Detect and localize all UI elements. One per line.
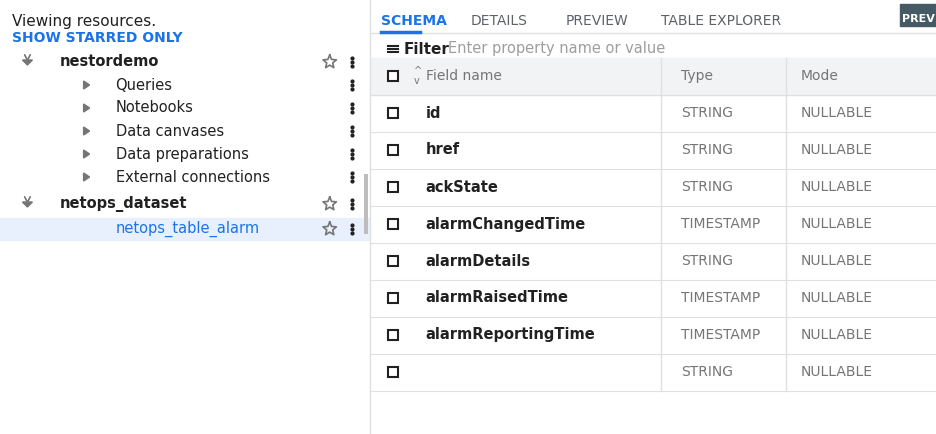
- Bar: [371, 132, 936, 168]
- Text: nestordemo: nestordemo: [60, 55, 159, 69]
- Bar: [388, 330, 398, 340]
- Text: Queries: Queries: [116, 78, 172, 92]
- Text: alarmChangedTime: alarmChangedTime: [426, 217, 586, 231]
- Bar: [388, 145, 398, 155]
- Bar: [388, 108, 398, 118]
- Text: alarmReportingTime: alarmReportingTime: [426, 328, 595, 342]
- Polygon shape: [22, 202, 33, 207]
- Text: NULLABLE: NULLABLE: [800, 291, 872, 305]
- Bar: [364, 174, 368, 234]
- Bar: [388, 71, 398, 81]
- Text: ^: ^: [414, 66, 422, 76]
- Bar: [388, 256, 398, 266]
- Bar: [371, 354, 936, 391]
- Text: NULLABLE: NULLABLE: [800, 143, 872, 157]
- Bar: [0, 218, 370, 240]
- Bar: [371, 95, 936, 132]
- Text: Mode: Mode: [800, 69, 839, 83]
- Text: v: v: [414, 76, 419, 86]
- Polygon shape: [83, 81, 90, 89]
- Text: STRING: STRING: [680, 143, 733, 157]
- Text: NULLABLE: NULLABLE: [800, 328, 872, 342]
- Text: href: href: [426, 142, 460, 158]
- Text: External connections: External connections: [116, 170, 270, 184]
- Text: STRING: STRING: [680, 106, 733, 120]
- Text: STRING: STRING: [680, 365, 733, 379]
- Bar: [388, 293, 398, 303]
- Bar: [371, 57, 936, 95]
- Text: NULLABLE: NULLABLE: [800, 180, 872, 194]
- Polygon shape: [22, 60, 33, 65]
- Text: STRING: STRING: [680, 254, 733, 268]
- Text: Enter property name or value: Enter property name or value: [447, 42, 665, 56]
- Text: TIMESTAMP: TIMESTAMP: [680, 291, 760, 305]
- Bar: [371, 316, 936, 354]
- Text: Field name: Field name: [426, 69, 502, 83]
- Text: NULLABLE: NULLABLE: [800, 254, 872, 268]
- Bar: [388, 182, 398, 192]
- Text: TABLE EXPLORER: TABLE EXPLORER: [661, 14, 781, 28]
- Text: SHOW STARRED ONLY: SHOW STARRED ONLY: [12, 31, 183, 45]
- Polygon shape: [83, 150, 90, 158]
- Text: SCHEMA: SCHEMA: [381, 14, 446, 28]
- Bar: [371, 243, 936, 279]
- Polygon shape: [83, 104, 90, 112]
- Text: NULLABLE: NULLABLE: [800, 365, 872, 379]
- Text: Viewing resources.: Viewing resources.: [12, 14, 156, 29]
- Text: NULLABLE: NULLABLE: [800, 106, 872, 120]
- Bar: [388, 367, 398, 377]
- Text: ackState: ackState: [426, 180, 499, 194]
- Polygon shape: [83, 173, 90, 181]
- Text: NULLABLE: NULLABLE: [800, 217, 872, 231]
- Bar: [0, 0, 370, 434]
- Text: netops_table_alarm: netops_table_alarm: [116, 221, 259, 237]
- Bar: [371, 168, 936, 206]
- Text: Notebooks: Notebooks: [116, 101, 194, 115]
- Text: DETAILS: DETAILS: [471, 14, 528, 28]
- Text: alarmRaisedTime: alarmRaisedTime: [426, 290, 569, 306]
- Text: Data preparations: Data preparations: [116, 147, 248, 161]
- Text: id: id: [426, 105, 441, 121]
- Text: alarmDetails: alarmDetails: [426, 253, 531, 269]
- Text: PREVIEW: PREVIEW: [565, 14, 628, 28]
- Bar: [371, 279, 936, 316]
- Text: PREV: PREV: [902, 14, 935, 24]
- Text: TIMESTAMP: TIMESTAMP: [680, 328, 760, 342]
- Bar: [900, 4, 936, 26]
- Text: Type: Type: [680, 69, 712, 83]
- Text: netops_dataset: netops_dataset: [60, 196, 187, 212]
- Text: STRING: STRING: [680, 180, 733, 194]
- Bar: [371, 206, 936, 243]
- Text: Data canvases: Data canvases: [116, 124, 224, 138]
- Text: Filter: Filter: [403, 42, 449, 56]
- Text: TIMESTAMP: TIMESTAMP: [680, 217, 760, 231]
- Polygon shape: [83, 127, 90, 135]
- Bar: [388, 219, 398, 229]
